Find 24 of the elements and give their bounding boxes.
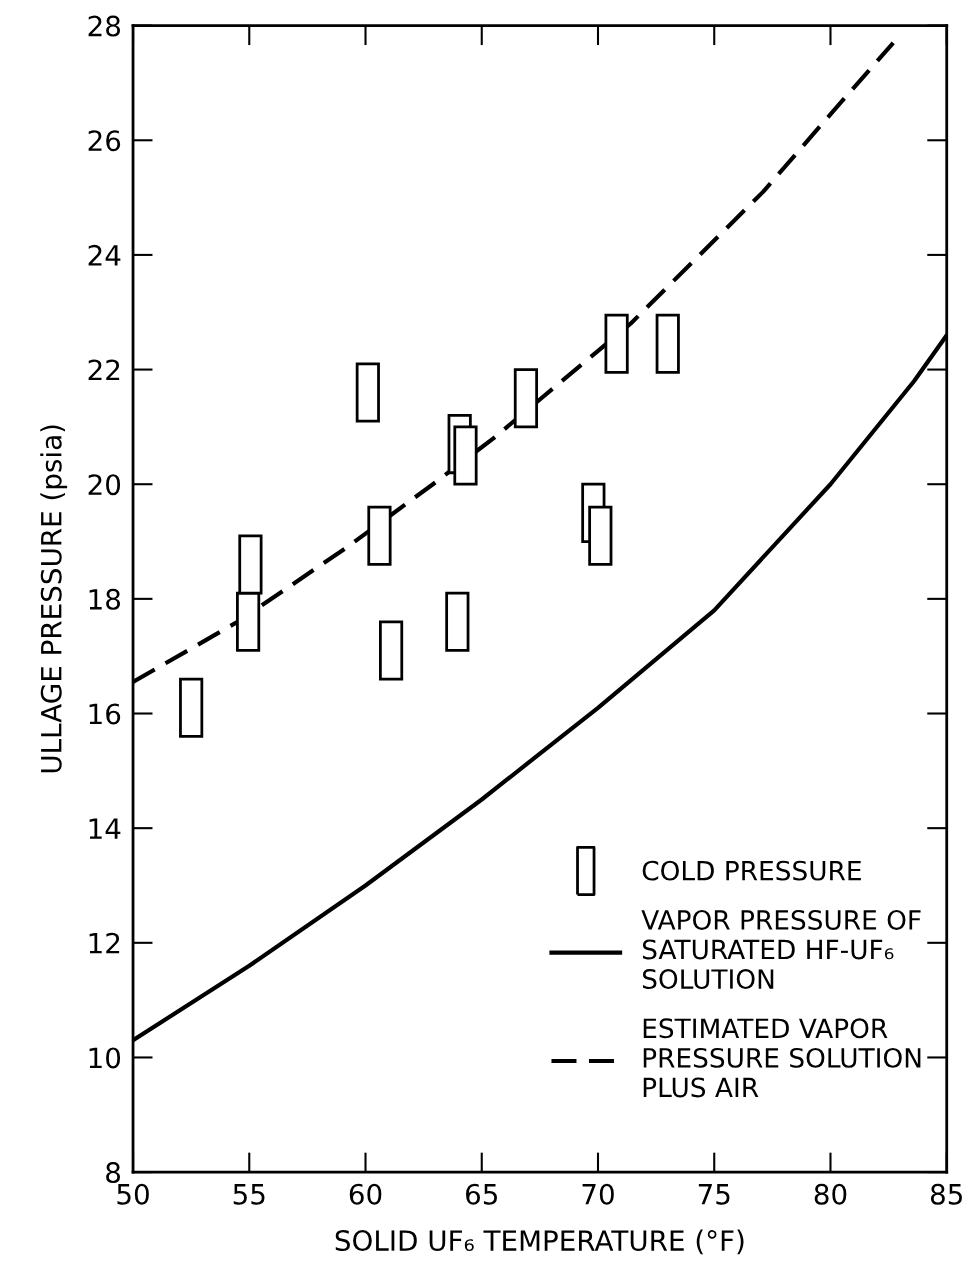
y-axis-title: ULLAGE PRESSURE (psia): [40, 425, 68, 773]
legend-label: ESTIMATED VAPOR PRESSURE SOLUTION PLUS AIR: [643, 1018, 921, 1098]
y-tick-label: 14: [89, 818, 121, 839]
x-axis-title: SOLID UF₆ TEMPERATURE (°F): [335, 1229, 744, 1255]
x-tick-label: 75: [698, 1184, 730, 1205]
x-tick-label: 65: [466, 1183, 497, 1205]
legend-label: VAPOR PRESSURE OF SATURATED HF-UF₆ SOLUTION: [641, 909, 921, 989]
x-tick-label: 55: [233, 1184, 265, 1205]
legend-label: COLD PRESSURE: [642, 860, 861, 881]
x-tick-label: 80: [814, 1183, 847, 1205]
y-tick-label: 10: [89, 1047, 121, 1069]
y-tick-label: 22: [88, 359, 120, 381]
x-tick-label: 60: [349, 1183, 382, 1205]
y-tick-label: 8: [106, 1162, 121, 1184]
y-tick-label: 12: [89, 932, 120, 954]
y-tick-label: 26: [88, 130, 121, 152]
y-tick-label: 28: [88, 15, 121, 37]
y-tick-label: 18: [89, 588, 121, 610]
x-tick-label: 70: [582, 1183, 614, 1205]
y-tick-label: 24: [88, 244, 121, 266]
x-tick-label: 85: [930, 1183, 962, 1205]
y-tick-label: 20: [88, 474, 121, 496]
y-tick-label: 16: [89, 703, 121, 725]
x-tick-label: 50: [117, 1183, 149, 1205]
